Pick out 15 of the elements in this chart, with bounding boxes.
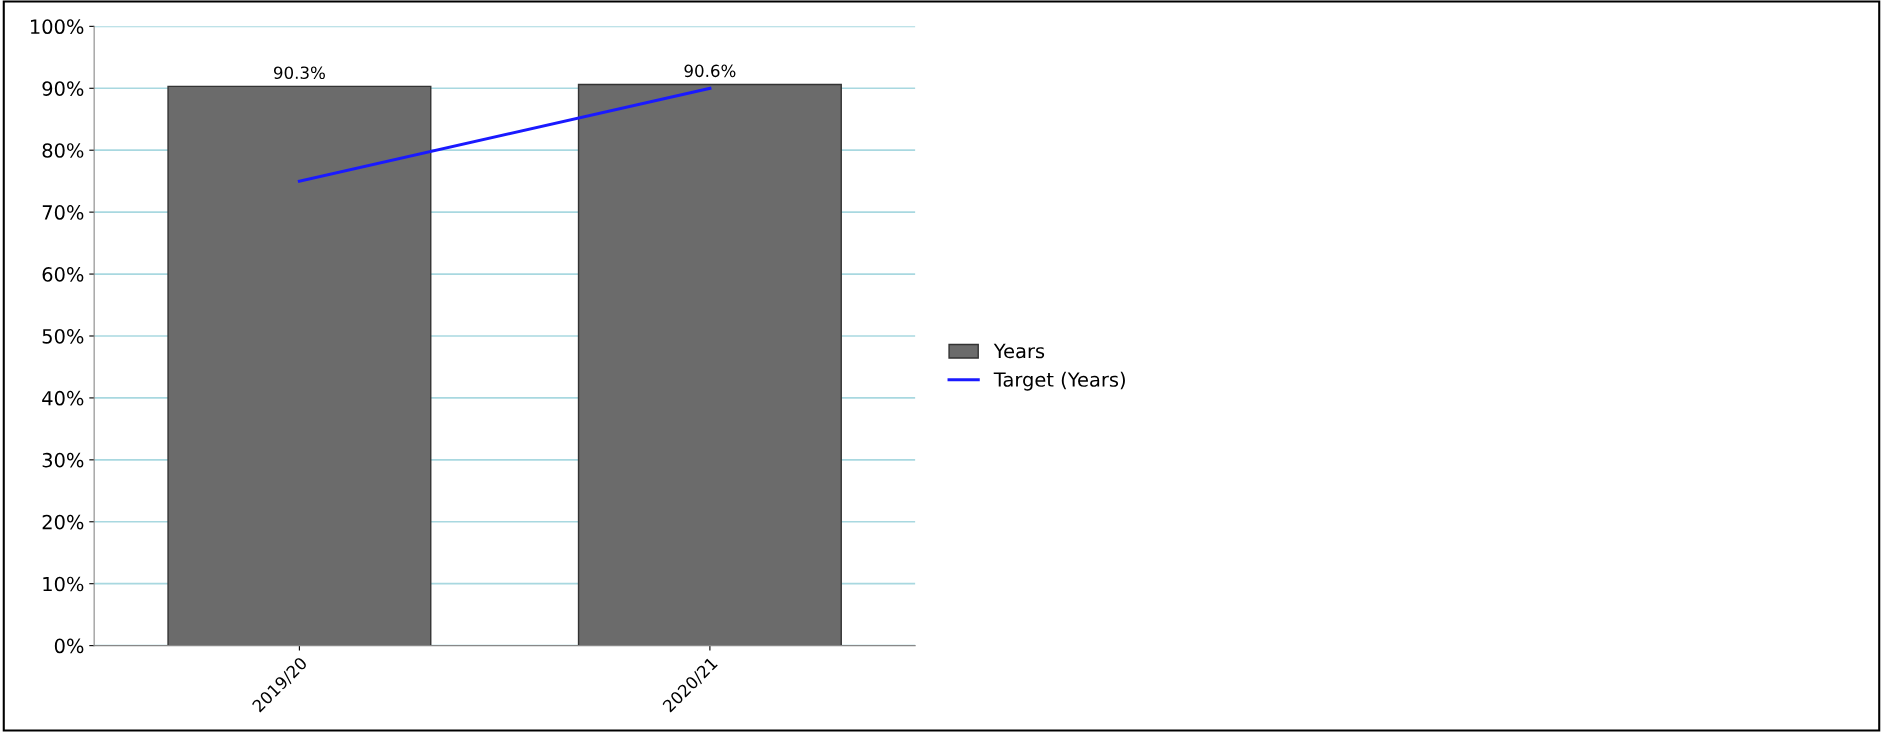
y-tick-label: 60%	[42, 267, 84, 282]
y-tick-label: 100%	[30, 19, 84, 35]
data-label: 90.3%	[273, 66, 325, 80]
y-tick-label: 90%	[42, 81, 84, 96]
y-tick-label: 50%	[42, 328, 84, 344]
y-tick-label: 40%	[42, 390, 84, 406]
y-tick-label: 0%	[54, 638, 84, 654]
data-label: 90.6%	[684, 64, 736, 78]
y-tick-label: 80%	[42, 143, 84, 158]
legend-label: Years	[993, 343, 1045, 359]
legend-label: Target (Years)	[993, 371, 1125, 391]
y-tick-label: 20%	[42, 514, 84, 530]
y-tick-label: 70%	[42, 205, 84, 220]
y-tick-label: 30%	[42, 452, 84, 468]
y-tick-label: 10%	[43, 576, 84, 592]
